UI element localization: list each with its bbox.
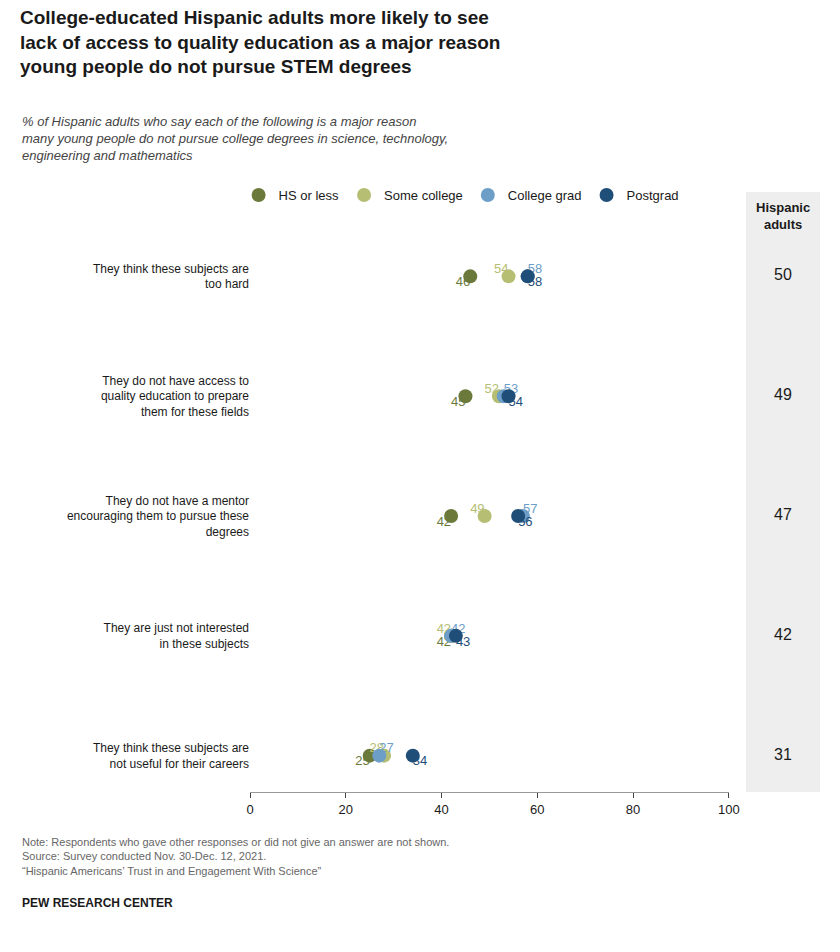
svg-text:40: 40 [434,802,448,817]
svg-text:They are just not interestedin: They are just not interestedin these sub… [104,621,249,651]
svg-text:They do not have a mentorencou: They do not have a mentorencouraging the… [67,494,249,539]
svg-text:58: 58 [528,261,542,276]
svg-text:53: 53 [504,381,518,396]
svg-text:Some college: Some college [384,188,463,203]
svg-text:54: 54 [509,394,523,409]
svg-text:43: 43 [456,634,470,649]
svg-text:PEW RESEARCH CENTER: PEW RESEARCH CENTER [22,896,173,910]
svg-text:52: 52 [485,381,499,396]
svg-text:28: 28 [370,740,384,755]
svg-text:42: 42 [437,634,451,649]
svg-text:42: 42 [437,621,451,636]
svg-text:31: 31 [774,746,792,763]
svg-text:25: 25 [355,753,369,768]
svg-text:58: 58 [528,274,542,289]
svg-text:Note: Respondents who gave oth: Note: Respondents who gave other respons… [22,836,449,877]
svg-text:Postgrad: Postgrad [627,188,679,203]
svg-text:46: 46 [456,274,470,289]
svg-text:49: 49 [774,386,792,403]
svg-text:34: 34 [413,753,427,768]
svg-text:42: 42 [451,621,465,636]
svg-text:27: 27 [379,740,393,755]
svg-text:45: 45 [451,394,465,409]
svg-text:54: 54 [494,261,508,276]
svg-text:Hispanicadults: Hispanicadults [756,200,810,232]
svg-text:42: 42 [774,626,792,643]
svg-text:56: 56 [518,514,532,529]
svg-text:50: 50 [774,266,792,283]
svg-text:HS or less: HS or less [279,188,339,203]
svg-text:100: 100 [718,802,740,817]
svg-text:80: 80 [626,802,640,817]
svg-text:College-educated Hispanic adul: College-educated Hispanic adults more li… [20,7,500,77]
svg-text:20: 20 [339,802,353,817]
svg-text:They think these subjects aren: They think these subjects arenot useful … [93,741,249,771]
svg-text:They think these subjects aret: They think these subjects aretoo hard [93,262,249,292]
svg-text:49: 49 [470,501,484,516]
svg-text:60: 60 [530,802,544,817]
svg-text:47: 47 [774,506,792,523]
svg-text:57: 57 [523,501,537,516]
svg-text:42: 42 [437,514,451,529]
svg-text:College grad: College grad [508,188,582,203]
svg-text:They do not have access toqual: They do not have access toquality educat… [101,374,249,419]
svg-text:0: 0 [246,802,253,817]
svg-text:% of Hispanic adults who say e: % of Hispanic adults who say each of the… [22,114,448,163]
